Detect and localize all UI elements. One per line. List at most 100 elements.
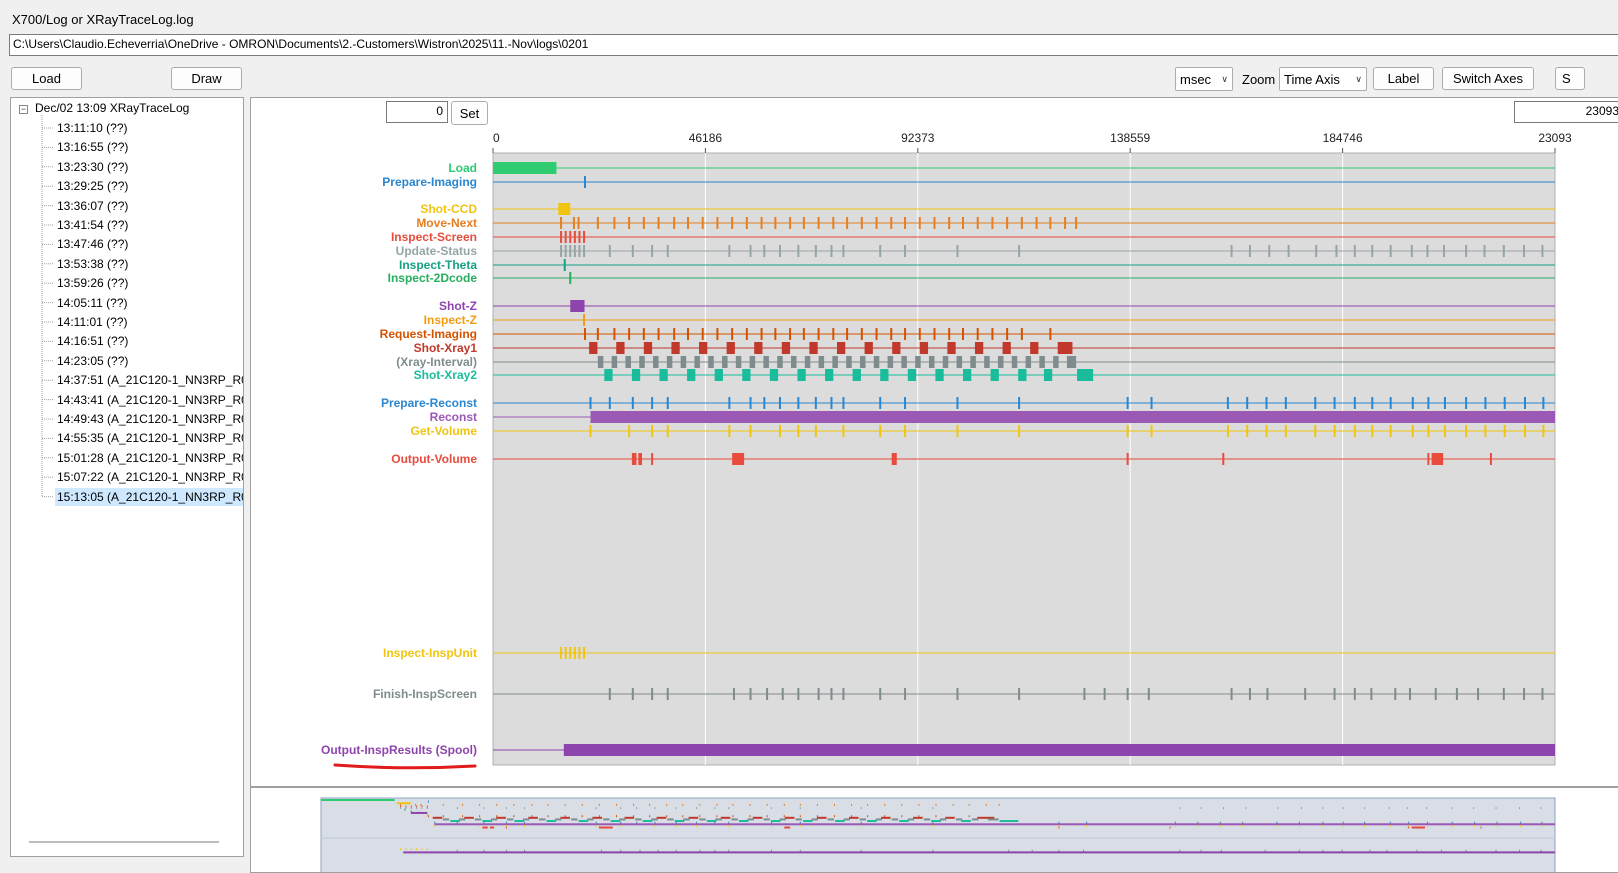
overview-tick [420, 803, 422, 806]
tree-item[interactable]: 13:36:07 (??) [57, 198, 129, 213]
tree-item[interactable]: 14:11:01 (??) [57, 315, 128, 329]
event-bar [754, 342, 763, 354]
overview-bar [747, 818, 754, 821]
overview-bar [642, 820, 653, 823]
overview-bar [720, 816, 731, 819]
overview-bar [848, 816, 859, 819]
overview-tick [728, 821, 730, 824]
overview-bar [977, 816, 995, 819]
overview-tick [696, 821, 698, 824]
overview-tick [860, 821, 862, 824]
tree-item[interactable]: 13:59:26 (??) [57, 276, 129, 291]
timeline-panel: 0 46186 92373 138559 184746 23093 Load Prepare-… [250, 97, 1618, 787]
collapse-icon[interactable]: − [19, 104, 28, 114]
overview-tick [952, 803, 954, 806]
overview-tick [816, 815, 818, 818]
overview-tick [434, 824, 436, 827]
overview-tick [505, 849, 507, 852]
overview-tick [1407, 824, 1409, 827]
overview-tick [416, 807, 418, 810]
row-label: Prepare-Imaging [382, 175, 477, 189]
overview-tick [716, 803, 718, 806]
overview-tick [1540, 807, 1542, 810]
overview-tick [1427, 824, 1429, 827]
overview-bar [555, 818, 562, 821]
overview-tick [833, 815, 835, 818]
tree-item[interactable]: 14:55:35 (A_21C120-1_NN3RP_R01 [57, 431, 244, 446]
overview-tick [547, 803, 549, 806]
overview-panel[interactable] [250, 787, 1618, 873]
range-start-input[interactable]: 0 [386, 101, 448, 123]
event-bar [493, 162, 557, 174]
overview-bar [496, 816, 506, 819]
overview-tick [1465, 849, 1467, 852]
switch-axes-button[interactable]: Switch Axes [1442, 67, 1534, 90]
overview-tick [1298, 821, 1300, 824]
event-bar [997, 356, 1004, 368]
tree-item[interactable]: 14:49:43 (A_21C120-1_NN3RP_R01 [57, 412, 244, 426]
tree-item[interactable]: 13:16:55 (??) [57, 140, 129, 155]
overview-bar [489, 826, 495, 829]
tree-item[interactable]: 15:01:28 (A_21C120-1_NN3RP_R01 [57, 450, 244, 465]
overview-tick [442, 803, 444, 806]
event-bar [777, 356, 783, 368]
tree-item[interactable]: 14:37:51 (A_21C120-1_NN3RP_R01 [57, 373, 244, 388]
overview-bar [795, 818, 802, 821]
overview-tick [918, 815, 920, 818]
event-bar [1057, 342, 1073, 354]
unit-select[interactable]: msec ∨ [1175, 67, 1233, 91]
range-end-input[interactable]: 23093 [1514, 101, 1618, 123]
overview-tick [1298, 824, 1300, 827]
tree-item[interactable]: 13:41:54 (??) [57, 218, 129, 232]
tree-item[interactable]: 15:07:22 (A_21C120-1_NN3RP_R01 [57, 470, 244, 485]
overview-tick [1441, 849, 1443, 852]
tree-item[interactable]: 13:29:25 (??) [57, 179, 129, 194]
overview-bar [706, 820, 717, 823]
overview-bar [651, 818, 658, 821]
overview-tick [654, 824, 656, 827]
extra-button[interactable]: S [1555, 67, 1585, 90]
tree-item[interactable]: 15:13:05 (A_21C120-1_NN3RP_R01 [55, 487, 243, 506]
event-bar [809, 342, 818, 354]
overview-bar [539, 818, 546, 821]
overview-tick [1364, 821, 1366, 824]
overview-tick [456, 849, 458, 852]
path-field[interactable]: C:\Users\Claudio.Echeverria\OneDrive - O… [9, 34, 1618, 56]
label-button[interactable]: Label [1373, 67, 1434, 90]
tree-item[interactable]: 14:43:41 (A_21C120-1_NN3RP_R01 [57, 392, 244, 407]
tree-item[interactable]: 14:23:05 (??) [57, 353, 129, 368]
log-tree[interactable]: − Dec/02 13:09 XRayTraceLog 13:11:10 (??… [10, 97, 244, 857]
tree-item[interactable]: 13:53:38 (??) [57, 256, 129, 271]
overview-tick [620, 849, 622, 852]
row-label: Inspect-Screen [391, 230, 477, 244]
overview-tick [1082, 849, 1084, 852]
event-bar [597, 356, 604, 368]
overview-bar [835, 820, 845, 823]
tree-item[interactable]: 14:05:11 (??) [57, 295, 128, 310]
overview-bar [321, 799, 395, 801]
tree-root[interactable]: Dec/02 13:09 XRayTraceLog [35, 101, 190, 115]
zoom-select[interactable]: Time Axis ∨ [1279, 67, 1367, 91]
overview-bar [811, 818, 818, 821]
event-bar [892, 342, 901, 354]
tree-item[interactable]: 13:47:46 (??) [57, 237, 129, 252]
row-label: Inspect-Z [424, 313, 477, 327]
tree-scrollbar[interactable] [29, 841, 219, 843]
overview-chart[interactable] [251, 788, 1618, 873]
overview-tick [615, 815, 617, 818]
overview-tick [1496, 824, 1498, 827]
load-button[interactable]: Load [11, 67, 82, 90]
overview-bar [482, 820, 492, 823]
event-bar [589, 342, 598, 354]
set-button[interactable]: Set [451, 101, 488, 125]
overview-tick [728, 807, 730, 810]
overview-tick [1474, 821, 1476, 824]
event-bar [659, 369, 668, 381]
tree-item[interactable]: 14:16:51 (??) [57, 334, 129, 349]
overview-tick [531, 815, 533, 818]
overview-bar [464, 816, 474, 819]
tree-item[interactable]: 13:11:10 (??) [57, 121, 128, 135]
event-bar [935, 369, 944, 381]
tree-item[interactable]: 13:23:30 (??) [57, 159, 129, 174]
draw-button[interactable]: Draw [171, 67, 242, 90]
